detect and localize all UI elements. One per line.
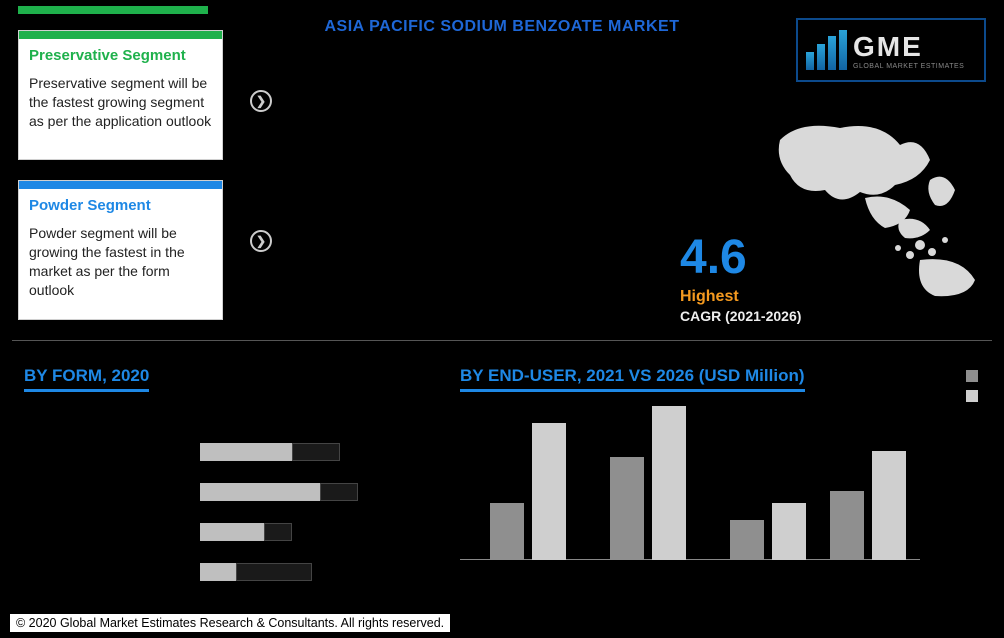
form-bar-tail [264, 523, 292, 541]
bar-2026 [872, 451, 906, 560]
bar-2026 [652, 406, 686, 560]
form-bar-row [200, 480, 410, 504]
bar-2021 [490, 503, 524, 560]
asia-pacific-map-icon [770, 120, 990, 300]
divider [12, 340, 992, 341]
form-bar-tail [320, 483, 358, 501]
form-bar-tail [236, 563, 312, 581]
form-bar-main [200, 483, 320, 501]
bar-2026 [532, 423, 566, 560]
bar-2021 [830, 491, 864, 560]
region-map-block: 4.6 Highest CAGR (2021-2026) [680, 120, 980, 330]
cagr-label-highest: Highest [680, 288, 739, 306]
accent-bar [18, 6, 208, 14]
by-end-user-title: BY END-USER, 2021 VS 2026 (USD Million) [460, 366, 805, 392]
form-bar-row [200, 520, 410, 544]
segment-title: Preservative Segment [19, 39, 222, 68]
bar-2021 [610, 457, 644, 560]
segment-box-preservative: Preservative Segment Preservative segmen… [18, 30, 223, 160]
segment-body: Powder segment will be growing the faste… [19, 218, 222, 310]
segment-body: Preservative segment will be the fastest… [19, 68, 222, 141]
bar-2026 [772, 503, 806, 560]
chevron-right-icon: ❯ [250, 230, 272, 252]
logo-subtext: GLOBAL MARKET ESTIMATES [853, 63, 964, 70]
logo-bars-icon [806, 30, 847, 70]
cagr-value: 4.6 [680, 230, 747, 285]
brand-logo: GME GLOBAL MARKET ESTIMATES [796, 18, 986, 82]
legend [966, 370, 978, 410]
chevron-right-icon: ❯ [250, 90, 272, 112]
form-bar-tail [292, 443, 340, 461]
segment-accent [19, 31, 222, 39]
end-user-bar-group [490, 423, 580, 560]
form-bar-main [200, 563, 236, 581]
segment-accent [19, 181, 222, 189]
by-end-user-chart [460, 400, 920, 580]
cagr-label-range: CAGR (2021-2026) [680, 308, 801, 324]
form-bar-row [200, 560, 410, 584]
copyright-text: © 2020 Global Market Estimates Research … [10, 614, 450, 632]
segment-title: Powder Segment [19, 189, 222, 218]
form-bar-main [200, 443, 292, 461]
segment-box-powder: Powder Segment Powder segment will be gr… [18, 180, 223, 320]
bar-2021 [730, 520, 764, 560]
end-user-bar-group [730, 503, 820, 560]
legend-swatch-2026 [966, 390, 978, 402]
by-form-title: BY FORM, 2020 [24, 366, 149, 392]
form-bar-row [200, 440, 410, 464]
form-bar-main [200, 523, 264, 541]
end-user-bar-group [610, 406, 700, 560]
by-form-chart [200, 440, 410, 600]
end-user-bar-group [830, 451, 920, 560]
legend-swatch-2021 [966, 370, 978, 382]
logo-text: GME [853, 31, 964, 63]
